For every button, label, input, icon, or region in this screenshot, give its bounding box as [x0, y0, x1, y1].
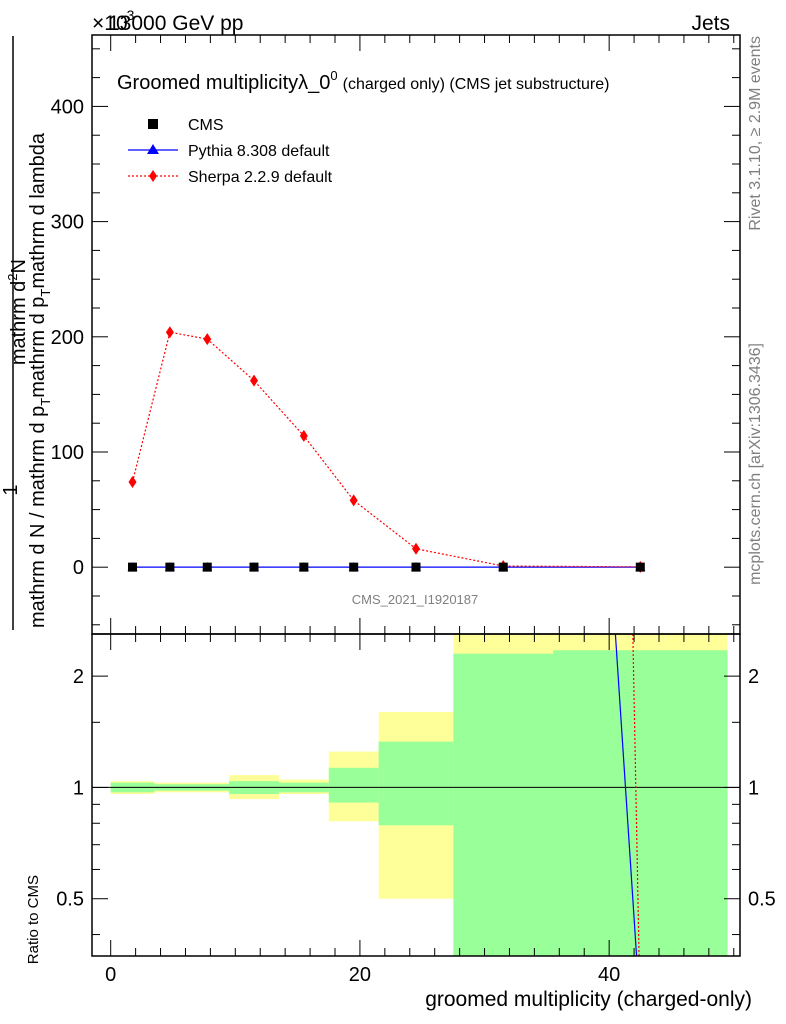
- sherpa-line: [131, 331, 641, 568]
- sherpa-point-1: [165, 326, 174, 339]
- cms-point-1: [165, 562, 175, 572]
- legend-label-0: CMS: [188, 117, 224, 134]
- legend-label-1: Pythia 8.308 default: [188, 143, 330, 160]
- ratio-ytick-label-left-2: 2: [73, 666, 84, 688]
- cms-point-4: [299, 562, 309, 572]
- ratio-ytick-label-left-0: 0.5: [56, 889, 84, 911]
- ylabel-one: 1: [0, 484, 22, 495]
- ylabel-denominator: mathrm d N / mathrm d p: [27, 406, 49, 628]
- ylabel-denominator-mid: mathrm d p: [27, 297, 49, 398]
- main-ytick-label-3: 300: [51, 212, 84, 234]
- main-title: Groomed multiplicityλ_00 (charged only) (…: [117, 68, 609, 94]
- stat-band-bin-6: [453, 653, 554, 956]
- analysis-id: CMS_2021_I1920187: [352, 592, 479, 607]
- legend-marker-sherpa: [149, 170, 157, 182]
- sherpa-point-4: [299, 429, 308, 442]
- process-label: Jets: [691, 12, 730, 35]
- cms-point-5: [349, 562, 359, 572]
- ylabel-denominator-sub: T: [38, 398, 53, 406]
- scale-exponent: ×10: [92, 12, 128, 35]
- rivet-label: Rivet 3.1.10, ≥ 2.9M events: [747, 36, 764, 231]
- main-title-sup: 0: [330, 68, 337, 83]
- stat-band-bin-5: [378, 741, 454, 826]
- main-ytick-label-2: 200: [51, 327, 84, 349]
- sherpa-point-2: [203, 333, 212, 346]
- sherpa-point-3: [250, 374, 258, 387]
- ylabel-denominator-tail: mathrm d lambda: [27, 132, 49, 288]
- legend-label-2: Sherpa 2.2.9 default: [188, 169, 333, 186]
- ratio-frame: [91, 633, 741, 957]
- svg-text:mathrm d N / mathrm d pTmathrm: mathrm d N / mathrm d pTmathrm d pTmathr…: [27, 132, 53, 628]
- legend-marker-pythia: [147, 144, 159, 154]
- main-ylabel: mathrm d2N 1 mathrm d N / mathrm d pTmat…: [0, 36, 53, 630]
- ratio-xlabel: groomed multiplicity (charged-only): [425, 988, 752, 1011]
- cms-point-3: [249, 562, 259, 572]
- stat-band-bin-4: [328, 767, 379, 803]
- sherpa-point-6: [412, 542, 420, 555]
- ratio-ytick-label-left-1: 1: [73, 777, 84, 799]
- main-title-suffix: (charged only) (CMS jet substructure): [343, 76, 610, 93]
- scale-exponent-sup: -3: [122, 7, 135, 23]
- main-ytick-label-1: 100: [51, 442, 84, 464]
- sherpa-point-5: [349, 494, 358, 507]
- legend-marker-cms: [148, 119, 158, 129]
- cms-point-7: [498, 562, 508, 572]
- ratio-ytick-label-right-0: 0.5: [748, 889, 776, 911]
- pythia-ratio-line: [614, 633, 638, 957]
- main-ytick-label-0: 0: [73, 557, 84, 579]
- ratio-xtick-label-2: 40: [598, 964, 620, 986]
- main-panel: Groomed multiplicityλ_00 (charged only) (…: [117, 68, 646, 607]
- beam-label: 13000 GeV pp: [108, 12, 243, 35]
- ratio-xtick-label-1: 20: [349, 964, 371, 986]
- ratio-ytick-label-right-2: 2: [748, 666, 759, 688]
- ylabel-denominator-mid-sub: T: [38, 289, 53, 297]
- mcplots-label: mcplots.cern.ch [arXiv:1306.3436]: [747, 343, 764, 585]
- sherpa-point-0: [128, 475, 137, 488]
- ratio-xtick-label-0: 0: [105, 964, 116, 986]
- main-ytick-label-4: 400: [51, 96, 84, 118]
- ratio-ytick-label-right-1: 1: [748, 777, 759, 799]
- cms-point-8: [635, 562, 645, 572]
- cms-point-0: [128, 562, 137, 572]
- cms-point-6: [411, 562, 421, 572]
- cms-point-2: [202, 562, 212, 572]
- main-title-text: Groomed multiplicityλ_0: [117, 72, 330, 94]
- frames: 0 100 200 300 400 0 20 40 0.5 0.5 1 1 2 2: [51, 34, 776, 986]
- stat-band-bin-7: [553, 650, 728, 956]
- legend: CMS Pythia 8.308 default Sherpa 2.2.9 defa…: [128, 117, 333, 186]
- ratio-panel: [92, 633, 740, 957]
- sherpa-ratio-line: [632, 633, 640, 957]
- ratio-ylabel: Ratio to CMS: [25, 875, 42, 964]
